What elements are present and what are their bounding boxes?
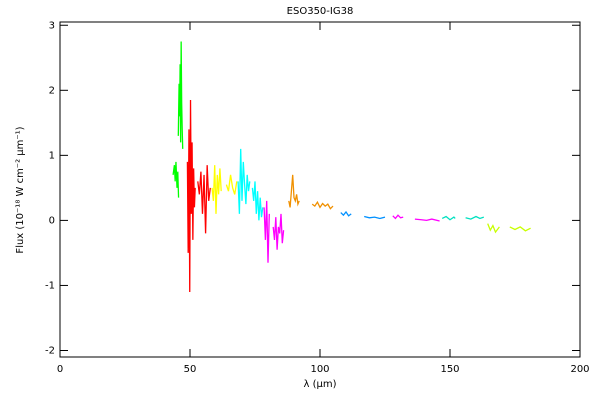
spectrum-line xyxy=(237,148,251,214)
x-tick-label: 0 xyxy=(57,364,63,375)
y-axis-label: Flux (10⁻¹⁸ W cm⁻² µm⁻¹) xyxy=(15,126,26,253)
y-tick-label: 3 xyxy=(49,20,55,31)
spectrum-line xyxy=(288,174,300,208)
spectrum-line xyxy=(487,223,500,234)
x-tick-label: 200 xyxy=(570,364,589,375)
x-tick-label: 100 xyxy=(310,364,329,375)
spectrum-line xyxy=(272,213,285,250)
spectrum-line xyxy=(263,200,270,263)
spectrum-line xyxy=(251,181,264,221)
spectrum-line xyxy=(509,226,531,232)
y-tick-label: -2 xyxy=(45,345,55,356)
spectrum-line xyxy=(211,165,222,214)
spectrum-line xyxy=(364,215,386,220)
y-tick-label: -1 xyxy=(45,280,55,291)
spectrum-line xyxy=(186,100,196,292)
spectrum-line xyxy=(311,200,334,210)
y-tick-label: 0 xyxy=(49,215,55,226)
spectrum-line xyxy=(465,215,485,220)
spectrum-line xyxy=(172,161,180,198)
spectrum-line xyxy=(414,218,440,222)
spectrum-line xyxy=(392,214,404,220)
x-axis-label: λ (µm) xyxy=(303,379,336,390)
x-tick-label: 50 xyxy=(184,364,197,375)
y-tick-label: 1 xyxy=(49,150,55,161)
chart-title: ESO350-IG38 xyxy=(287,6,354,17)
y-tick-label: 2 xyxy=(49,85,55,96)
spectrum-line xyxy=(225,174,238,195)
x-tick-label: 150 xyxy=(440,364,459,375)
spectrum-line xyxy=(441,215,456,221)
spectrum-line xyxy=(340,210,352,217)
spectrum-line xyxy=(197,165,211,234)
